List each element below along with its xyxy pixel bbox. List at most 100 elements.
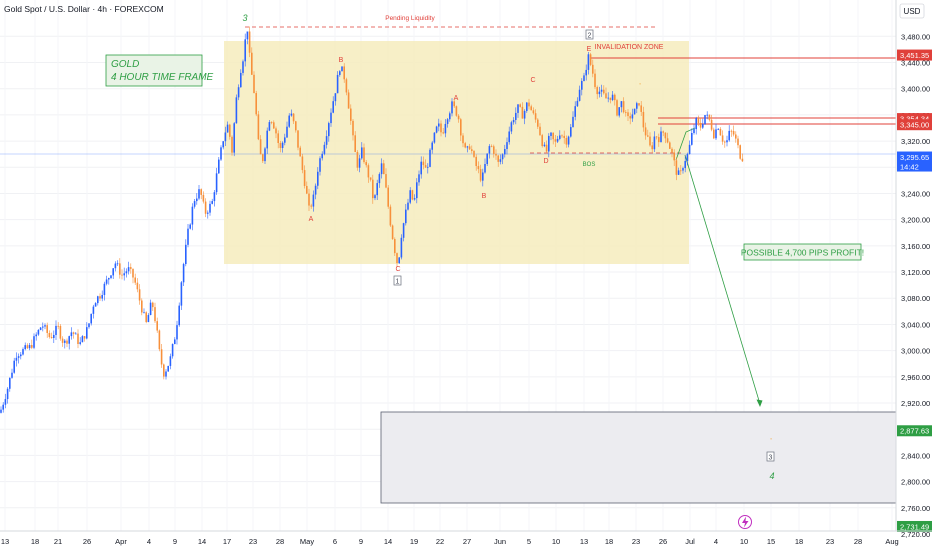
candle-body xyxy=(706,114,708,116)
candle-body xyxy=(673,152,675,161)
candle-body xyxy=(675,160,678,175)
y-tick-label: 3,320.00 xyxy=(901,137,930,146)
candle-body xyxy=(312,194,315,207)
candle-body xyxy=(273,122,275,129)
candle-body xyxy=(46,325,48,333)
candle-body xyxy=(105,279,108,284)
candle-body xyxy=(539,126,541,136)
candle-body xyxy=(2,404,4,410)
candle-body xyxy=(374,195,376,199)
candle-body xyxy=(695,118,697,130)
y-tick-label: 3,240.00 xyxy=(901,189,930,198)
candle-body xyxy=(460,119,462,136)
candle-body xyxy=(647,135,649,137)
candle-body xyxy=(594,73,596,88)
candle-body xyxy=(262,154,264,162)
pending-liquidity-label: Pending Liquidity xyxy=(385,15,435,22)
candle-body xyxy=(152,302,154,308)
candle-body xyxy=(136,282,139,290)
candle-body xyxy=(268,122,271,131)
candle-body xyxy=(662,131,664,133)
candle-body xyxy=(587,54,590,70)
candle-body xyxy=(55,325,57,335)
lightning-icon[interactable] xyxy=(738,515,752,529)
y-tick-label: 2,840.00 xyxy=(901,451,930,460)
small-orange-marker-2: ' xyxy=(770,438,771,445)
wave-label-1-boxed: 1 xyxy=(396,279,400,286)
candle-body xyxy=(658,137,660,143)
wave-label-A-1: A xyxy=(309,216,314,223)
x-tick-label: 4 xyxy=(147,537,151,546)
candle-body xyxy=(270,122,273,123)
candle-body xyxy=(446,119,449,124)
candle-body xyxy=(48,332,51,338)
gold-timeframe-box[interactable] xyxy=(105,54,203,87)
candle-body xyxy=(523,110,526,119)
candle-body xyxy=(510,122,513,132)
candle-body xyxy=(50,337,53,338)
candle-body xyxy=(130,267,132,269)
candle-body xyxy=(70,332,73,337)
candle-body xyxy=(171,344,174,357)
candle-body xyxy=(506,142,508,150)
candle-body xyxy=(422,161,425,166)
price-axis[interactable]: 2,720.002,760.002,800.002,840.002,880.00… xyxy=(895,0,932,539)
candle-body xyxy=(356,152,359,168)
candle-body xyxy=(127,267,130,272)
candle-body xyxy=(125,271,128,274)
candle-body xyxy=(35,334,37,337)
candle-body xyxy=(479,169,482,181)
candle-body xyxy=(0,409,2,413)
price-tag xyxy=(897,151,932,172)
candle-body xyxy=(499,159,502,162)
candle-body xyxy=(724,141,726,143)
candle-body xyxy=(515,112,517,120)
candle-body xyxy=(455,106,458,116)
candle-body xyxy=(565,138,568,145)
candle-body xyxy=(15,357,18,361)
profit-callout-text: POSSIBLE 4,700 PIPS PROFIT! xyxy=(741,248,864,258)
candle-body xyxy=(110,275,112,279)
x-tick-label: 6 xyxy=(333,537,337,546)
candle-body xyxy=(572,116,574,128)
candle-body xyxy=(600,89,603,92)
candle-body xyxy=(81,336,84,343)
invalidation-zone-label: INVALIDATION ZONE xyxy=(595,44,664,51)
candle-body xyxy=(717,128,719,130)
candle-body xyxy=(664,132,667,139)
candle-body xyxy=(242,61,244,73)
candle-body xyxy=(609,97,612,101)
candle-body xyxy=(237,87,240,98)
candle-body xyxy=(165,371,167,377)
candle-body xyxy=(429,149,431,167)
currency-button[interactable] xyxy=(899,3,925,19)
candle-body xyxy=(686,153,689,161)
candle-body xyxy=(651,145,653,150)
candle-body xyxy=(149,302,152,316)
candle-body xyxy=(466,146,469,148)
wave-labels: 3 B A C A B C D E 2 1 3 4 ' ' xyxy=(242,13,774,481)
candle-body xyxy=(387,187,389,207)
symbol-title[interactable]: Gold Spot / U.S. Dollar · 4h · FOREXCOM xyxy=(4,4,164,14)
x-tick-label: 21 xyxy=(54,537,62,546)
target-zone[interactable] xyxy=(380,411,897,504)
candle-body xyxy=(708,114,711,120)
candle-body xyxy=(693,129,695,134)
candle-body xyxy=(328,123,330,137)
candle-body xyxy=(640,105,642,112)
y-tick-label: 2,760.00 xyxy=(901,504,930,513)
candle-body xyxy=(741,158,744,162)
candle-body xyxy=(548,135,550,152)
consolidation-zone[interactable] xyxy=(224,41,689,264)
candle-body xyxy=(330,112,332,124)
time-axis[interactable]: 13 18 21 26 Apr 4 9 14 17 23 28 May 6 9 14 19 22 27 Jun 5 10… xyxy=(0,530,932,550)
profit-callout-box[interactable] xyxy=(743,243,862,261)
candle-body xyxy=(369,177,372,180)
candle-body xyxy=(123,273,125,276)
candle-body xyxy=(325,136,328,145)
candle-body xyxy=(28,345,31,349)
projection-arrow[interactable] xyxy=(684,154,761,405)
x-tick-label: 23 xyxy=(249,537,257,546)
x-tick-label: 5 xyxy=(527,537,531,546)
